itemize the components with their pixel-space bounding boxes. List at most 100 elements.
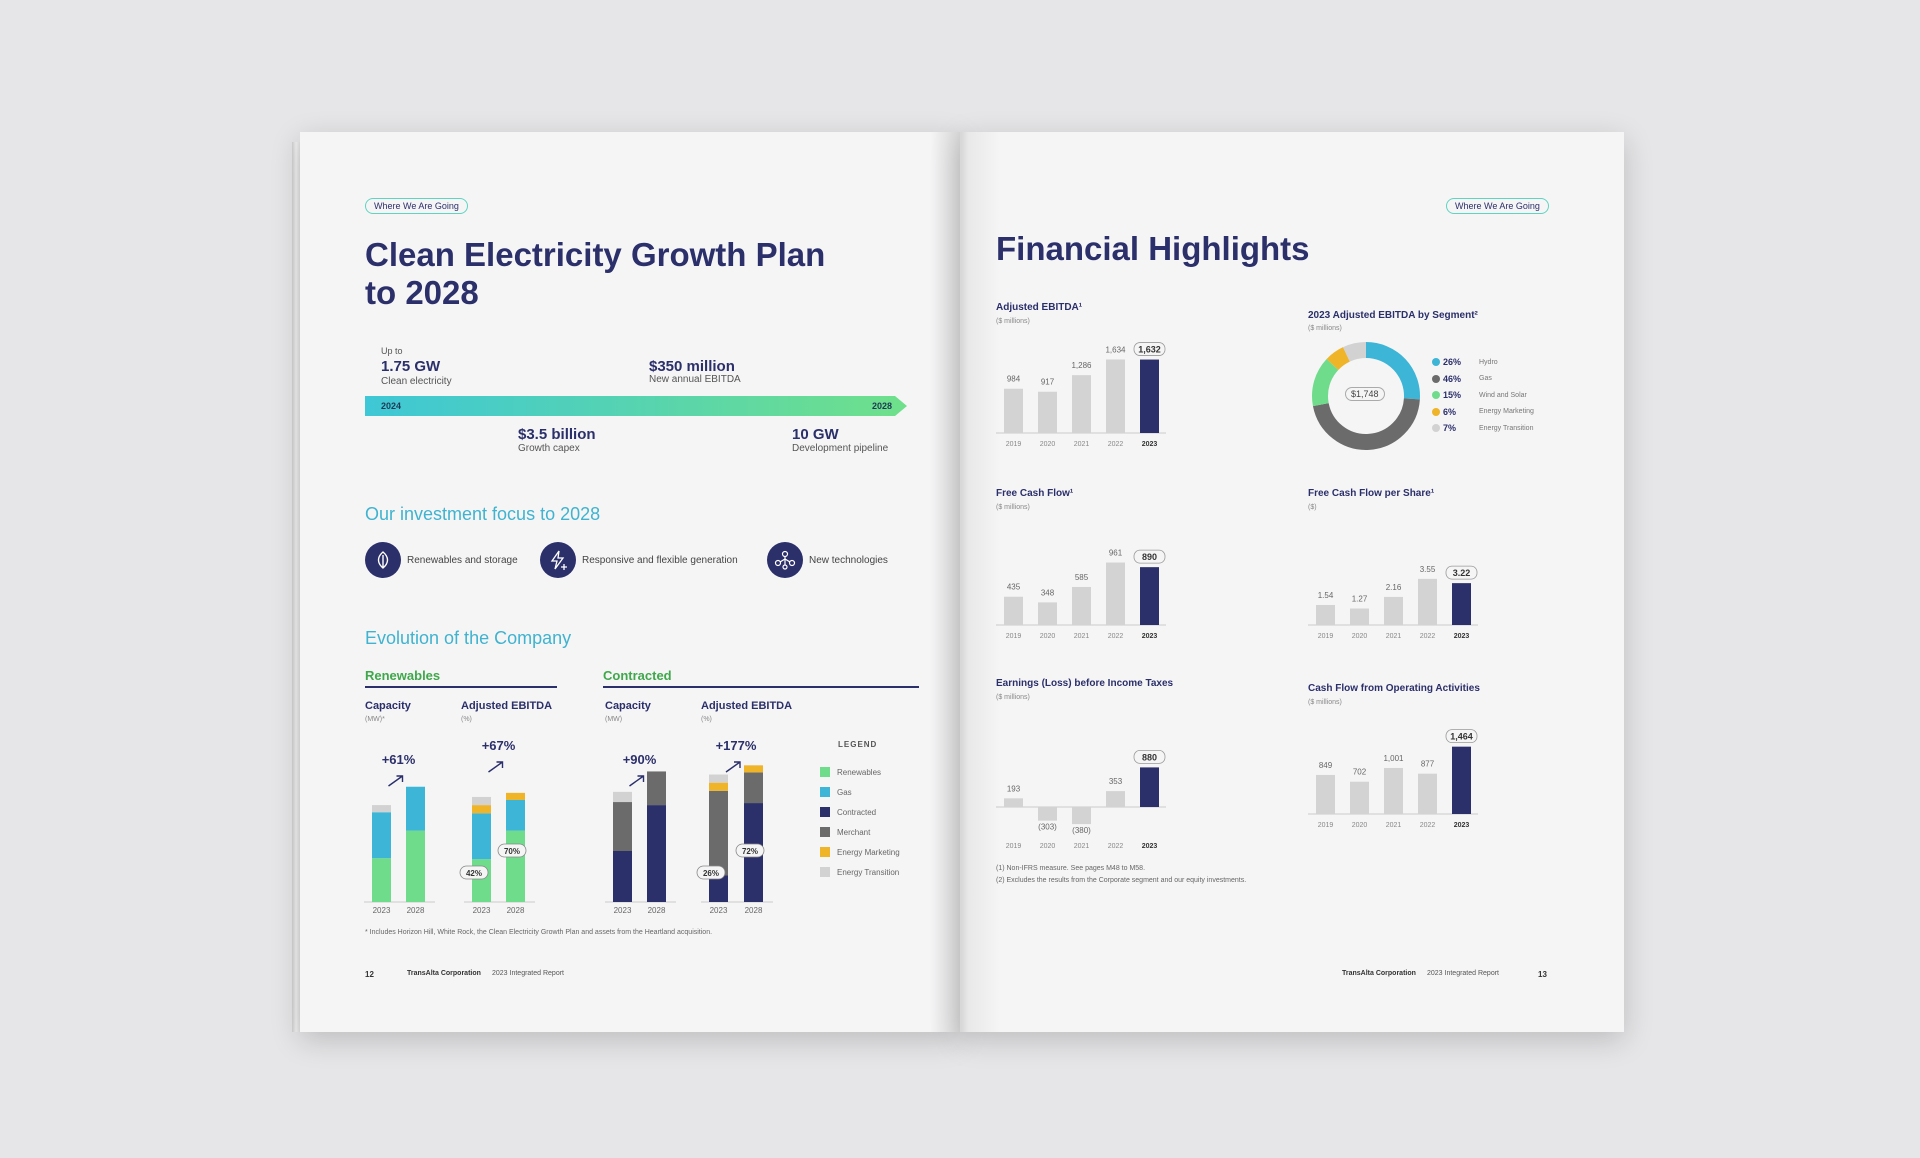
tick-label: 2019 xyxy=(1318,633,1334,640)
tick-label: 2022 xyxy=(1108,843,1124,850)
contracted-heading: Contracted xyxy=(603,668,672,683)
page-number: 13 xyxy=(1538,970,1547,979)
bar-2020 xyxy=(1038,807,1057,821)
ebitda-value: $350 million xyxy=(649,358,735,375)
legend-item: Energy Marketing xyxy=(820,842,900,862)
stack-segment-energy-transition xyxy=(613,791,632,803)
legend-label: Contracted xyxy=(837,807,877,817)
stack-segment-gas xyxy=(372,812,391,859)
pct-callout xyxy=(459,865,489,880)
data-label: 961 xyxy=(1109,549,1123,558)
legend: Renewables Gas Contracted Merchant Energ… xyxy=(820,762,900,882)
donut-center-value: $1,748 xyxy=(1345,387,1385,401)
divider xyxy=(365,686,557,688)
growth-label: +177% xyxy=(716,738,757,753)
data-label: 3.22 xyxy=(1453,568,1471,578)
focus-item-generation: Responsive and flexible generation xyxy=(540,542,738,578)
tick-label: 2020 xyxy=(1352,822,1368,829)
value-callout xyxy=(1445,729,1478,744)
page-title: Financial Highlights xyxy=(996,230,1310,267)
network-icon xyxy=(767,542,803,578)
pct-callout-label: 42% xyxy=(466,869,482,878)
bar-2021 xyxy=(1384,767,1403,814)
growth-arrow xyxy=(488,761,504,773)
focus-title: Our investment focus to 2028 xyxy=(365,504,601,524)
chart-title: Earnings (Loss) before Income Taxes xyxy=(996,678,1174,689)
right-page: Where We Are Going Financial Highlights … xyxy=(960,132,1624,1032)
legend-pct: 6% xyxy=(1443,406,1457,417)
tick-label: 2028 xyxy=(745,906,763,915)
legend-label: Renewables xyxy=(837,767,882,777)
bar-2022 xyxy=(1106,562,1125,625)
chart-unit: ($ millions) xyxy=(996,318,1030,325)
data-label: 877 xyxy=(1421,760,1435,769)
tick-label: 2023 xyxy=(1454,822,1470,829)
tick-label: 2023 xyxy=(1142,633,1158,640)
stack-segment-energy-marketing xyxy=(709,782,728,791)
growth-label: +67% xyxy=(482,738,516,753)
capacity-unit: (MW) xyxy=(605,716,623,723)
data-label: 1,464 xyxy=(1450,732,1473,742)
donut-slice-energy-marketing xyxy=(1326,347,1351,371)
data-label: 3.55 xyxy=(1420,565,1436,574)
timeline-end: 2028 xyxy=(872,401,893,411)
stack-segment-contracted xyxy=(709,875,728,902)
legend-swatch xyxy=(820,847,830,857)
ebitda-unit: (%) xyxy=(461,716,472,723)
page-number: 12 xyxy=(365,970,374,979)
legend-pct: 7% xyxy=(1443,423,1457,434)
value-callout xyxy=(1445,565,1478,580)
tick-label: 2022 xyxy=(1108,633,1124,640)
ebitda-heading: Adjusted EBITDA xyxy=(461,700,553,712)
bar-2023 xyxy=(1140,567,1159,625)
tick-label: 2023 xyxy=(614,906,632,915)
legend-dot xyxy=(1432,407,1440,416)
focus-label: New technologies xyxy=(809,554,888,566)
stack-segment-energy-transition xyxy=(709,774,728,783)
stack-segment-merchant xyxy=(647,771,666,806)
bar-2019 xyxy=(1004,596,1023,625)
donut-legend-item: 46% Gas xyxy=(1432,371,1534,388)
tick-label: 2023 xyxy=(1142,843,1158,850)
bar-2019 xyxy=(1004,388,1023,433)
data-label: 1.54 xyxy=(1318,591,1334,600)
stack-segment-gas xyxy=(406,786,425,831)
data-label: 917 xyxy=(1041,378,1055,387)
pct-callout-label: 72% xyxy=(742,847,758,856)
bar-2021 xyxy=(1072,375,1091,433)
legend-label: Energy Transition xyxy=(1479,424,1534,432)
data-label: 1.27 xyxy=(1352,594,1368,603)
segment-donut-chart xyxy=(1312,342,1420,450)
legend-item: Gas xyxy=(820,782,900,802)
company-name: TransAlta Corporation xyxy=(407,970,481,977)
legend-dot xyxy=(1432,358,1440,367)
stack-segment-energy-transition xyxy=(372,805,391,813)
donut-unit: ($ millions) xyxy=(1308,325,1342,332)
report-name: 2023 Integrated Report xyxy=(492,970,564,977)
chart-unit: ($ millions) xyxy=(1308,699,1342,706)
bar-2019 xyxy=(1316,604,1335,625)
renewables-heading: Renewables xyxy=(365,668,441,683)
chart-title: Cash Flow from Operating Activities xyxy=(1308,683,1480,694)
bar-2019 xyxy=(1004,798,1023,807)
bar-2019 xyxy=(1316,774,1335,814)
bar-2020 xyxy=(1350,608,1369,625)
bar-2022 xyxy=(1106,359,1125,433)
gw-value: 1.75 GW xyxy=(381,358,441,375)
gw-label: Clean electricity xyxy=(381,376,452,387)
tick-label: 2028 xyxy=(648,906,666,915)
value-callout xyxy=(1133,750,1166,764)
stack-segment-contracted xyxy=(647,805,666,902)
page-title: Clean Electricity Growth Plan to 2028 xyxy=(365,236,825,312)
legend-item: Energy Transition xyxy=(820,862,900,882)
bar-2022 xyxy=(1418,773,1437,814)
tick-label: 2022 xyxy=(1108,441,1124,448)
legend-pct: 46% xyxy=(1443,373,1462,384)
legend-swatch xyxy=(820,807,830,817)
bar-2023 xyxy=(1452,746,1471,814)
data-label: 1,634 xyxy=(1105,345,1126,354)
stack-segment-energy-marketing xyxy=(744,765,763,773)
chart-title: Adjusted EBITDA¹ xyxy=(996,302,1083,313)
stack-segment-energy-marketing xyxy=(472,805,491,814)
pct-callout xyxy=(696,865,726,880)
